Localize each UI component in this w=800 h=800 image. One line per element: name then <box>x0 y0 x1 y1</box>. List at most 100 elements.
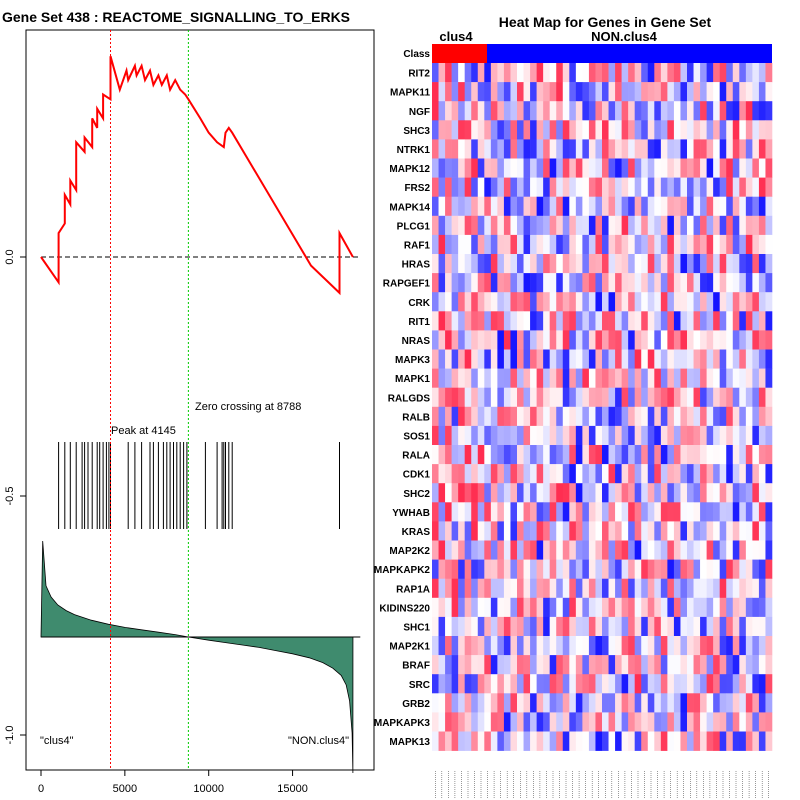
heatmap-cell <box>739 445 747 465</box>
heatmap-cell <box>706 712 714 732</box>
heatmap-cell <box>660 234 668 255</box>
heatmap-cell <box>641 693 649 713</box>
heatmap-cell <box>510 483 518 503</box>
gene-label: MAP2K2 <box>389 546 430 557</box>
heatmap-cell <box>673 101 681 121</box>
heatmap-cell <box>667 597 675 618</box>
heatmap-cell <box>602 521 609 541</box>
heatmap-cell <box>549 406 557 427</box>
heatmap-cell <box>765 693 773 713</box>
heatmap-cell <box>700 215 707 236</box>
heatmap-cell <box>471 502 479 522</box>
heatmap-cell <box>687 254 694 274</box>
heatmap-cell <box>497 674 505 694</box>
heatmap-cell <box>732 693 740 713</box>
heatmap-cell <box>471 674 479 694</box>
heatmap-cell <box>595 215 603 236</box>
heatmap-cell <box>765 292 773 312</box>
heatmap-cell <box>510 406 518 427</box>
heatmap-cell <box>634 597 642 618</box>
heatmap-cell <box>536 464 544 484</box>
heatmap-cell <box>745 597 753 618</box>
heatmap-cell <box>458 177 465 197</box>
heatmap-cell <box>432 674 439 694</box>
heatmap-cell <box>739 502 747 522</box>
heatmap-cell <box>628 101 635 121</box>
heatmap-cell <box>602 330 609 350</box>
heatmap-cell <box>536 311 544 331</box>
heatmap-cell <box>471 616 479 637</box>
heatmap-cell <box>706 636 714 656</box>
heatmap-cell <box>582 158 590 178</box>
heatmap-cell <box>497 82 505 102</box>
heatmap-cell <box>654 636 662 656</box>
heatmap-cell <box>543 616 550 637</box>
heatmap-cell <box>706 425 714 446</box>
heatmap-cell <box>490 368 498 388</box>
heatmap-cell <box>713 177 720 197</box>
peak-label: Peak at 4145 <box>111 425 176 437</box>
heatmap-cell <box>543 63 550 83</box>
heatmap-cell <box>745 82 753 102</box>
heatmap-cell <box>523 731 531 751</box>
heatmap-cell <box>575 674 583 694</box>
heatmap-cell <box>647 502 655 522</box>
heatmap-cell <box>549 578 557 599</box>
heatmap-cell <box>628 292 635 312</box>
heatmap-cell <box>582 464 590 484</box>
heatmap-cell <box>602 349 609 369</box>
heatmap-cell <box>706 540 714 560</box>
heatmap-cell <box>595 655 603 675</box>
heatmap-cell <box>615 234 622 255</box>
heatmap-cell <box>693 521 701 541</box>
heatmap-cell <box>432 82 439 102</box>
heatmap-cell <box>680 292 688 312</box>
heatmap-cell <box>517 502 524 522</box>
heatmap-cell <box>523 234 531 255</box>
heatmap-cell <box>673 82 681 102</box>
heatmap-cell <box>484 425 492 446</box>
heatmap-cell <box>765 483 773 503</box>
heatmap-cell <box>726 292 734 312</box>
heatmap-cell <box>700 502 707 522</box>
heatmap-cell <box>595 540 603 560</box>
heatmap-cell <box>595 234 603 255</box>
heatmap-cell <box>628 330 635 350</box>
heatmap-cell <box>667 540 675 560</box>
heatmap-cell <box>687 636 694 656</box>
heatmap-cell <box>503 177 511 197</box>
heatmap-cell <box>510 559 518 579</box>
heatmap-cell <box>641 292 649 312</box>
heatmap-cell <box>582 292 590 312</box>
heatmap-cell <box>673 120 681 140</box>
heatmap-cell <box>758 483 766 503</box>
heatmap-cell <box>503 559 511 579</box>
heatmap-cell <box>523 120 531 140</box>
ranked-metric-fill <box>40 540 354 774</box>
heatmap-cell <box>628 674 635 694</box>
heatmap-cell <box>602 215 609 236</box>
heatmap-cell <box>726 406 734 427</box>
heatmap-cell <box>523 655 531 675</box>
heatmap-cell <box>758 177 766 197</box>
heatmap-cell <box>654 445 662 465</box>
heatmap-cell <box>713 502 720 522</box>
heatmap-cell <box>745 464 753 484</box>
heatmap-cell <box>569 693 577 713</box>
heatmap-cell <box>608 196 616 217</box>
heatmap-cell <box>628 540 635 560</box>
heatmap-cell <box>588 139 596 159</box>
heatmap-cell <box>543 406 550 427</box>
heatmap-cell <box>569 464 577 484</box>
heatmap-cell <box>602 712 609 732</box>
heatmap-cell <box>575 464 583 484</box>
heatmap-cell <box>543 273 550 293</box>
heatmap-cell <box>615 196 622 217</box>
heatmap-cell <box>588 502 596 522</box>
heatmap-cell <box>641 177 649 197</box>
heatmap-cell <box>641 254 649 274</box>
heatmap-cell <box>615 559 622 579</box>
heatmap-cell <box>687 483 694 503</box>
heatmap-cell <box>503 82 511 102</box>
heatmap-cell <box>549 196 557 217</box>
